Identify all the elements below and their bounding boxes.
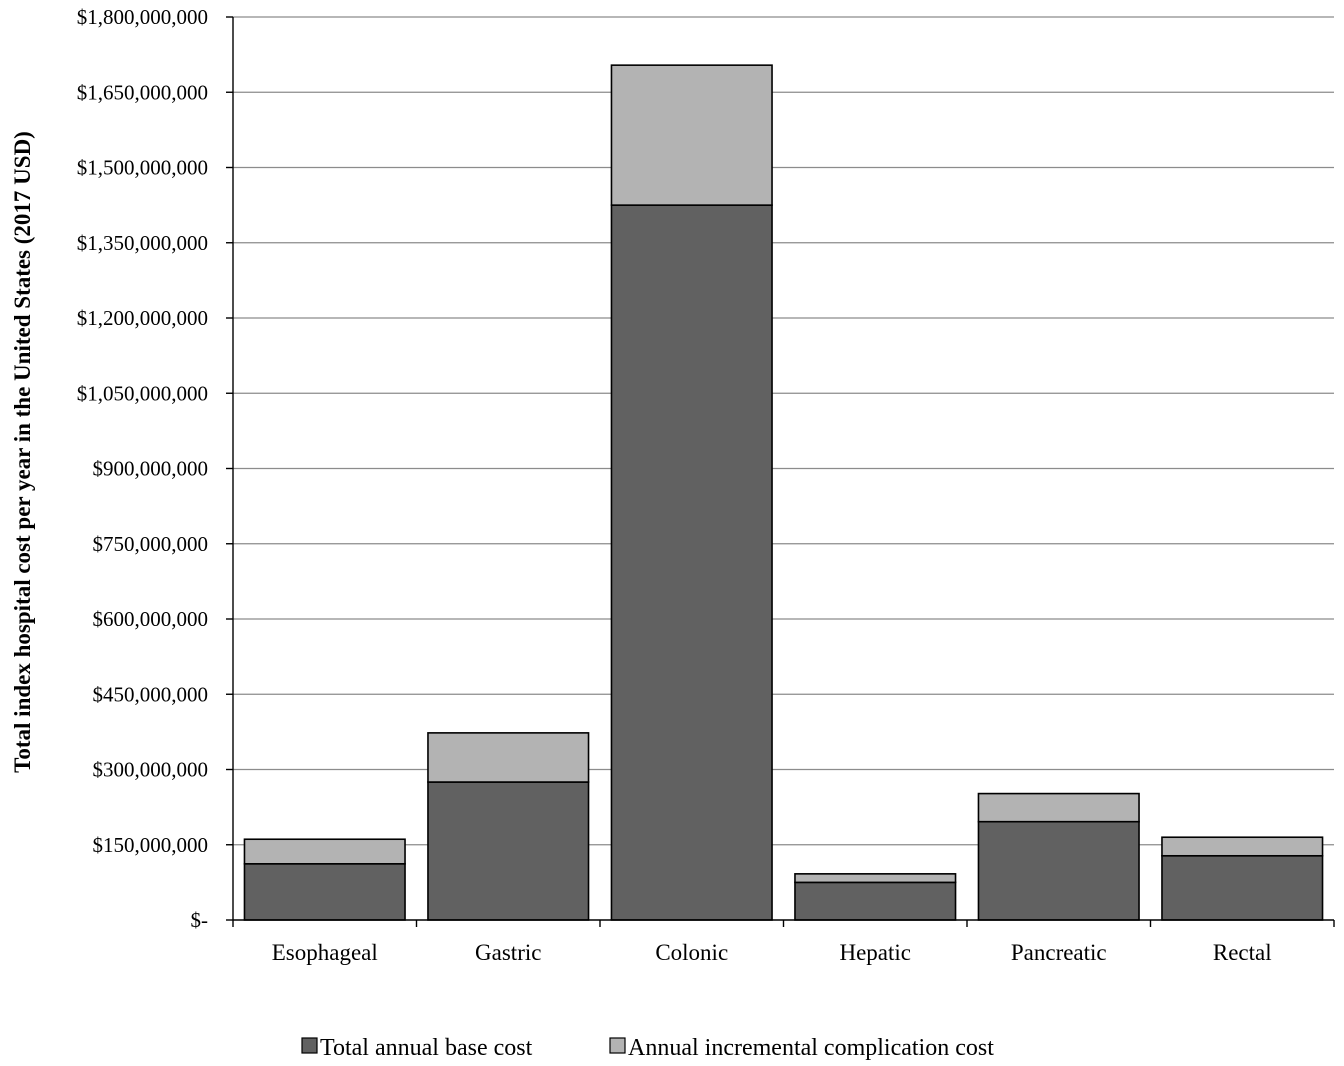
legend-swatch-base xyxy=(301,1037,318,1054)
bar-hepatic-complication xyxy=(794,873,957,884)
x-tick-label: Hepatic xyxy=(839,940,911,965)
bar-esophageal-base xyxy=(243,863,406,921)
x-tick-label: Gastric xyxy=(475,940,541,965)
bar-gastric-base xyxy=(427,781,590,921)
bar-pancreatic-complication xyxy=(977,792,1140,823)
bar-rectal-base xyxy=(1161,854,1324,921)
y-tick-label: $900,000,000 xyxy=(93,457,209,481)
bar-gastric-complication xyxy=(427,732,590,783)
y-tick-label: $1,200,000,000 xyxy=(77,306,208,330)
x-tick-label: Colonic xyxy=(655,940,728,965)
x-tick-label: Esophageal xyxy=(272,940,378,965)
y-tick-label: $1,050,000,000 xyxy=(77,381,208,405)
y-tick-label: $150,000,000 xyxy=(93,833,209,857)
bar-hepatic-base xyxy=(794,881,957,921)
bar-colonic-base xyxy=(610,204,773,921)
legend-swatch-complication xyxy=(609,1037,626,1054)
y-tick-label: $- xyxy=(191,908,209,932)
legend-label-complication: Annual incremental complication cost xyxy=(628,1035,994,1061)
bar-rectal-complication xyxy=(1161,836,1324,857)
x-tick-label: Rectal xyxy=(1213,940,1272,965)
y-tick-labels: $- $150,000,000 $300,000,000 $450,000,000 $6… xyxy=(77,5,233,932)
y-tick-label: $1,800,000,000 xyxy=(77,5,208,29)
bar-pancreatic-base xyxy=(977,820,1140,921)
y-tick-label: $1,350,000,000 xyxy=(77,231,208,255)
y-tick-label: $750,000,000 xyxy=(93,532,209,556)
y-tick-label: $1,650,000,000 xyxy=(77,80,208,104)
legend: Total annual base cost Annual incrementa… xyxy=(301,1035,994,1061)
x-tick-labels: Esophageal Gastric Colonic Hepatic Pancreati… xyxy=(232,920,1335,965)
legend-label-base: Total annual base cost xyxy=(320,1035,533,1061)
y-tick-label: $1,500,000,000 xyxy=(77,156,208,180)
y-tick-label: $300,000,000 xyxy=(93,758,209,782)
y-axis-title: Total index hospital cost per year in th… xyxy=(10,131,35,773)
bars xyxy=(243,64,1324,921)
x-tick-label: Pancreatic xyxy=(1011,940,1107,965)
bar-colonic-complication xyxy=(610,64,773,206)
bar-esophageal-complication xyxy=(243,838,406,865)
gridlines xyxy=(233,16,1334,846)
y-tick-label: $600,000,000 xyxy=(93,607,209,631)
y-tick-label: $450,000,000 xyxy=(93,682,209,706)
